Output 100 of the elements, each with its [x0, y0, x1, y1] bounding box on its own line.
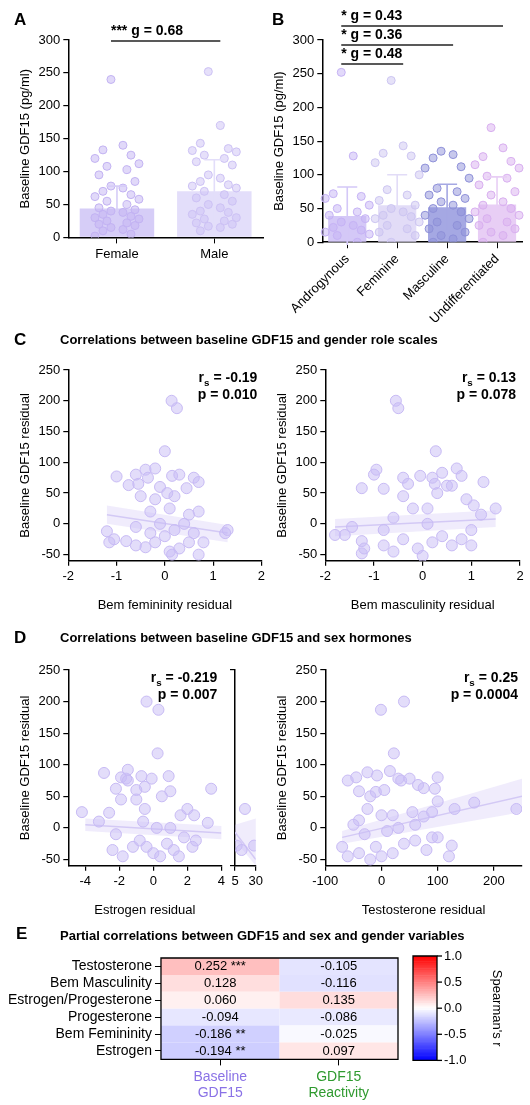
- point: [140, 695, 153, 708]
- point: [377, 524, 390, 537]
- x-tick-label: 2: [183, 873, 191, 889]
- text: C: [14, 330, 27, 350]
- point: [414, 469, 427, 482]
- point: [387, 545, 400, 558]
- point: [338, 528, 351, 541]
- point: [180, 482, 193, 495]
- point: [402, 477, 415, 490]
- annotation: p = 0.078: [456, 386, 517, 402]
- point: [406, 806, 419, 819]
- chart-title: Partial correlations between GDF15 and sex and gender variables: [60, 928, 465, 943]
- y-tick-label: 50: [45, 484, 61, 500]
- y-tick-label: 0: [53, 515, 61, 531]
- y-tick-label: 50: [302, 787, 318, 803]
- data-label: 0.252 ***: [194, 958, 246, 974]
- point: [383, 765, 396, 778]
- annotation: p = 0.010: [197, 386, 258, 402]
- point: [370, 463, 383, 476]
- point: [420, 844, 433, 857]
- point: [416, 549, 429, 561]
- point: [387, 747, 400, 760]
- point: [197, 536, 210, 549]
- point: [135, 770, 148, 783]
- point: [116, 850, 129, 863]
- point: [162, 770, 175, 783]
- text: * g = 0.43: [341, 7, 403, 23]
- point: [386, 847, 399, 860]
- data-label: 0.128: [203, 974, 237, 990]
- point: [141, 471, 154, 484]
- point: [350, 771, 363, 784]
- y-tick-label: 250: [38, 361, 61, 377]
- y-tick-label: 0: [53, 819, 61, 835]
- y-tick-label: Progesterone: [67, 1008, 153, 1025]
- point: [173, 468, 186, 481]
- point: [192, 505, 205, 518]
- y-tick-label: 100: [295, 453, 318, 469]
- point: [387, 511, 400, 524]
- point: [177, 831, 190, 844]
- y-tick-label: 100: [295, 756, 318, 772]
- y-tick-label: 150: [38, 130, 61, 146]
- point: [409, 834, 422, 847]
- x-tick-label: -2: [113, 873, 126, 889]
- y-tick-label: 200: [38, 693, 61, 709]
- x-tick-label: Baseline GDF15: [193, 1067, 248, 1101]
- y-tick-label: 100: [292, 166, 315, 182]
- x-tick-label: 2: [516, 568, 524, 584]
- color-bar-label: 0.0: [444, 999, 463, 1015]
- point: [426, 806, 439, 819]
- y-tick-label: 200: [38, 392, 61, 408]
- data-label: -0.025: [320, 1025, 358, 1041]
- point: [377, 482, 390, 495]
- y-tick-label: Estrogen: [95, 1041, 152, 1058]
- point: [98, 766, 111, 779]
- point: [445, 539, 458, 552]
- x-tick-label: 30: [248, 873, 263, 889]
- point: [353, 785, 366, 798]
- point: [465, 539, 478, 552]
- x-tick-label: 4: [217, 873, 225, 889]
- point: [138, 780, 151, 793]
- point: [149, 536, 162, 549]
- chart-title: Correlations between baseline GDF15 and sex hormones: [60, 630, 412, 645]
- y-tick-label: 150: [38, 724, 61, 740]
- point: [369, 840, 382, 853]
- point: [164, 821, 177, 834]
- point: [139, 541, 152, 554]
- point: [455, 469, 468, 482]
- point: [189, 834, 202, 847]
- point: [428, 782, 441, 795]
- point: [341, 850, 354, 863]
- y-axis-title: Baseline GDF15 (pg/ml): [271, 71, 287, 211]
- chart-title: Correlations between baseline GDF15 and gender role scales: [60, 332, 438, 347]
- point: [364, 853, 377, 866]
- y-tick-label: 200: [292, 98, 315, 114]
- point: [392, 821, 405, 834]
- point: [355, 482, 368, 495]
- point: [172, 850, 185, 863]
- y-tick-label: Testosterone: [71, 957, 153, 974]
- point: [138, 802, 151, 815]
- color-bar-label: 0.5: [444, 973, 463, 989]
- x-tick-label: 0: [377, 873, 386, 889]
- point: [361, 802, 374, 815]
- point: [152, 703, 165, 716]
- point: [205, 782, 218, 795]
- point: [392, 402, 405, 415]
- text: E: [16, 924, 28, 944]
- point: [182, 536, 195, 549]
- y-tick-label: -50: [298, 851, 318, 867]
- point: [426, 471, 439, 484]
- point: [465, 524, 478, 537]
- point: [145, 772, 158, 785]
- x-axis-title: Bem femininity residual: [97, 596, 233, 612]
- color-bar-label: 1.0: [444, 947, 463, 963]
- x-tick-label: -1: [110, 568, 123, 584]
- x-tick-label: -4: [79, 873, 92, 889]
- x-tick-label: Female: [95, 245, 139, 261]
- y-tick-label: 250: [295, 661, 318, 677]
- point: [426, 536, 439, 549]
- point: [160, 837, 173, 850]
- y-tick-label: 100: [38, 453, 61, 469]
